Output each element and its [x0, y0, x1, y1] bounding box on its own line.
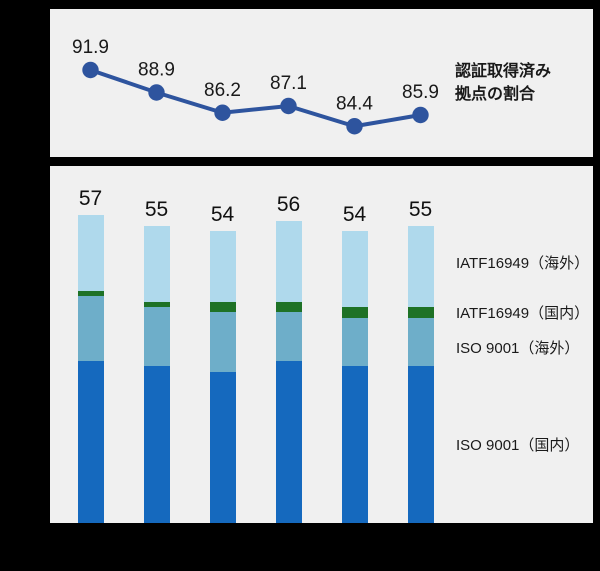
line-point-label: 86.2: [204, 80, 241, 101]
bar-segment: [143, 366, 170, 523]
line-point-label: 88.9: [138, 60, 175, 81]
line-chart-panel: 91.9 88.9 86.2 87.1 84.4 85.9 認証取得済み 拠点の割合: [50, 9, 593, 157]
line-chart: 91.9 88.9 86.2 87.1 84.4 85.9: [72, 37, 439, 135]
bar-chart-panel: 57 55 54 56 54 55 IATF16949（海外） IATF16949（国内）…: [50, 166, 593, 523]
bar-segment: [209, 312, 236, 372]
bar-segment: [341, 366, 368, 523]
bar-total-label: 55: [144, 198, 169, 221]
bar-segment: [407, 307, 434, 318]
bar-segment: [341, 307, 368, 318]
bar-segment: [407, 366, 434, 523]
line-chart-annotation: 認証取得済み 拠点の割合: [455, 60, 551, 106]
bar-total-label: 55: [408, 198, 433, 221]
bar-segment: [209, 231, 236, 302]
bar-segment: [275, 312, 302, 361]
bar-segment: [341, 231, 368, 307]
annotation-line-1: 認証取得済み: [455, 63, 552, 80]
bar-segment: [275, 220, 302, 302]
line-point: [412, 106, 429, 124]
bar-segment: [341, 317, 368, 367]
bar-total-label: 56: [276, 192, 301, 216]
line-point: [346, 118, 363, 135]
bar-segment: [209, 371, 236, 523]
line-point-label: 91.9: [72, 37, 109, 58]
bar-segment: [275, 361, 302, 523]
bar-segment: [77, 361, 104, 523]
legend-iso9001-domestic: ISO 9001（国内）: [456, 437, 580, 454]
line-point-label: 85.9: [402, 82, 439, 103]
bar-segment: [275, 301, 302, 313]
annotation-line-2: 拠点の割合: [455, 86, 536, 103]
line-point: [82, 61, 99, 79]
line-point-label: 87.1: [270, 73, 307, 94]
legend-iatf16949-overseas: IATF16949（海外）: [456, 255, 590, 272]
bar-segment: [407, 317, 434, 367]
bar-segment: [77, 296, 104, 361]
bar-segment: [77, 215, 104, 291]
line-point: [148, 84, 165, 101]
legend-iatf16949-domestic: IATF16949（国内）: [456, 305, 590, 322]
bar-total-label: 57: [78, 187, 103, 211]
bar-segment: [209, 301, 236, 313]
bar-segment: [143, 226, 170, 302]
bar-total-label: 54: [342, 203, 367, 227]
bar-segment: [143, 307, 170, 367]
legend-iso9001-overseas: ISO 9001（海外）: [456, 340, 580, 357]
trend-line: [89, 68, 421, 129]
line-point-label: 84.4: [336, 93, 373, 114]
line-point: [214, 104, 231, 121]
bar-total-label: 54: [210, 203, 235, 227]
bar-segment: [407, 226, 434, 307]
line-point: [280, 97, 297, 115]
bar-segment: [77, 290, 104, 297]
bar-segment: [143, 301, 170, 307]
